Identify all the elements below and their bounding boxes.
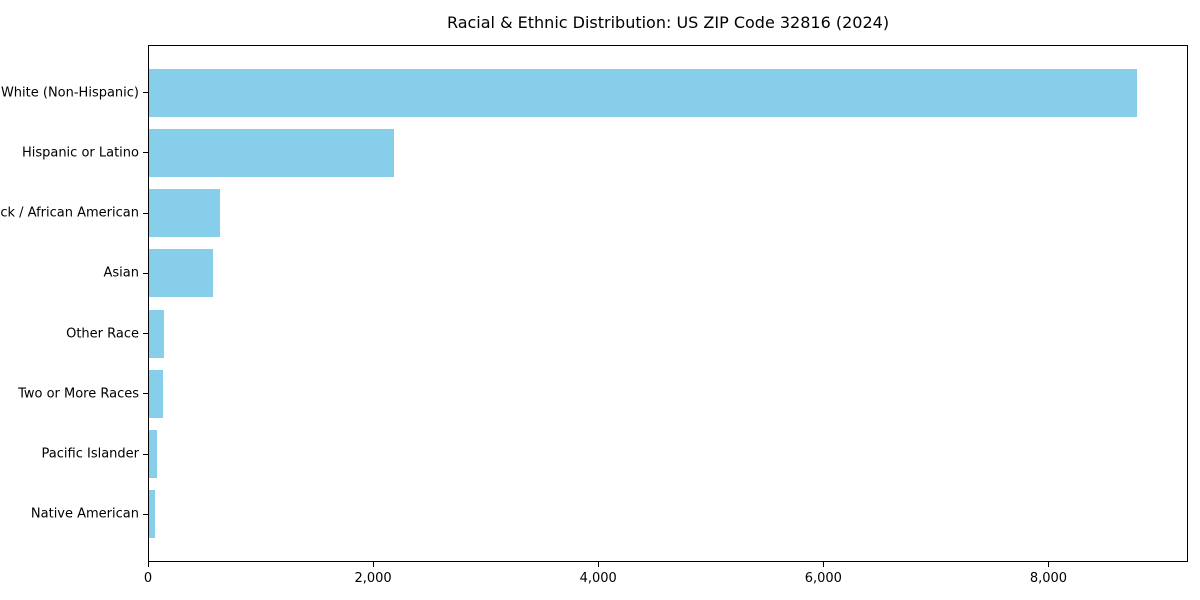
- x-tick-mark: [147, 562, 149, 567]
- bar: [149, 189, 220, 238]
- y-tick-mark: [143, 513, 148, 515]
- y-tick-mark: [143, 453, 148, 455]
- y-tick-mark: [143, 333, 148, 335]
- x-tick-label: 6,000: [804, 571, 842, 586]
- x-tick-mark: [597, 562, 599, 567]
- bar: [149, 490, 155, 539]
- y-tick-label: Hispanic or Latino: [21, 145, 139, 161]
- x-tick-label: 0: [143, 571, 153, 586]
- y-tick-mark: [143, 212, 148, 214]
- chart-title: Racial & Ethnic Distribution: US ZIP Cod…: [446, 13, 890, 32]
- y-tick-label: White (Non-Hispanic): [0, 85, 139, 101]
- x-tick-label: 2,000: [354, 571, 392, 586]
- x-tick-label: 4,000: [579, 571, 617, 586]
- bar: [149, 369, 164, 418]
- y-tick-mark: [143, 92, 148, 94]
- x-tick-mark: [1047, 562, 1049, 567]
- y-tick-mark: [143, 272, 148, 274]
- y-tick-label: Black / African American: [0, 205, 139, 221]
- y-tick-label: Two or More Races: [18, 386, 139, 402]
- bar: [149, 68, 1138, 117]
- y-tick-mark: [143, 152, 148, 154]
- y-tick-label: Asian: [103, 265, 139, 281]
- bar: [149, 430, 157, 479]
- y-tick-label: Other Race: [66, 326, 139, 342]
- bar: [149, 128, 395, 177]
- y-tick-mark: [143, 393, 148, 395]
- plot-area: [148, 45, 1188, 562]
- x-tick-mark: [372, 562, 374, 567]
- x-tick-label: 8,000: [1029, 571, 1068, 586]
- y-tick-label: Native American: [30, 506, 139, 522]
- x-tick-mark: [822, 562, 824, 567]
- bar: [149, 249, 214, 298]
- bar: [149, 309, 164, 358]
- y-tick-label: Pacific Islander: [41, 446, 139, 462]
